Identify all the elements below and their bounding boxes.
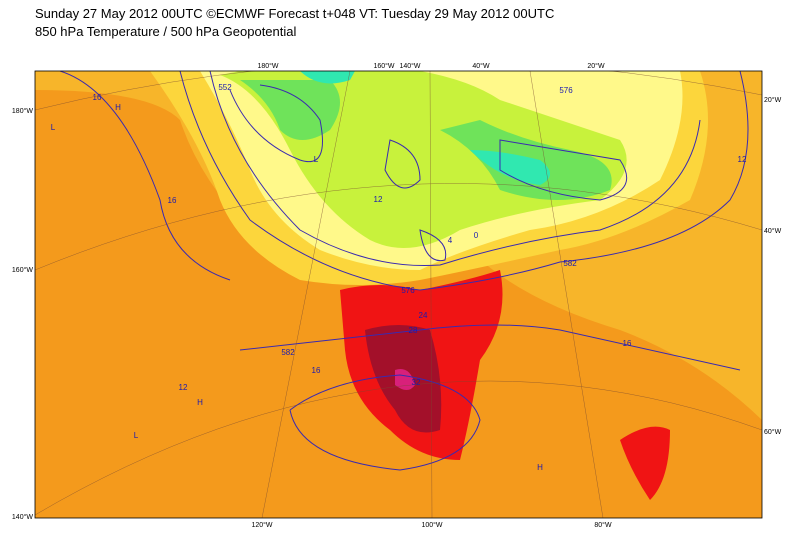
contour-label: L: [134, 431, 139, 440]
contour-label: H: [197, 398, 203, 407]
title: Sunday 27 May 2012 00UTC ©ECMWF Forecast…: [35, 6, 555, 21]
left-label: 160°W: [12, 266, 33, 274]
right-label: 40°W: [764, 227, 782, 235]
hot-field: [340, 270, 670, 500]
contour-label: 0: [474, 231, 479, 240]
contour-label: 552: [218, 83, 232, 92]
contour-label: 576: [559, 86, 573, 95]
bottom-label: 100°W: [421, 521, 442, 529]
top-label: 180°W: [257, 62, 278, 70]
contour-label: 582: [563, 259, 577, 268]
subtitle: 850 hPa Temperature / 500 hPa Geopotenti…: [35, 24, 297, 39]
top-label: 160°W: [373, 62, 394, 70]
contour-label: 16: [93, 93, 102, 102]
contours: [59, 71, 749, 471]
contour-label: L: [51, 123, 56, 132]
left-label: 140°W: [12, 513, 33, 521]
contour-label: 16: [623, 339, 632, 348]
contour-label: 12: [374, 195, 383, 204]
map-fields: [35, 71, 762, 518]
contour-label: 12: [179, 383, 188, 392]
bottom-label: 120°W: [251, 521, 272, 529]
contour-label: H: [537, 463, 543, 472]
contour-label: 576: [401, 286, 415, 295]
top-label: 140°W: [399, 62, 420, 70]
top-label: 20°W: [587, 62, 605, 70]
right-label: 20°W: [764, 96, 782, 104]
top-label: 40°W: [472, 62, 490, 70]
right-label: 60°W: [764, 428, 782, 436]
contour-label: H: [115, 103, 121, 112]
left-label: 180°W: [12, 107, 33, 115]
peak-field: [395, 369, 415, 390]
contour-label: 12: [738, 155, 747, 164]
graticule: [35, 71, 762, 518]
contour-label: L: [314, 155, 319, 164]
contour-label: 4: [448, 236, 453, 245]
bottom-label: 80°W: [594, 521, 612, 529]
contour-label: 24: [419, 311, 428, 320]
map-frame: [34, 70, 763, 519]
contour-label: 582: [281, 348, 295, 357]
contour-label: 32: [412, 378, 421, 387]
cold-field: [300, 71, 550, 185]
contour-label: 16: [312, 366, 321, 375]
contour-label: 16: [168, 196, 177, 205]
contour-label: 28: [409, 326, 418, 335]
